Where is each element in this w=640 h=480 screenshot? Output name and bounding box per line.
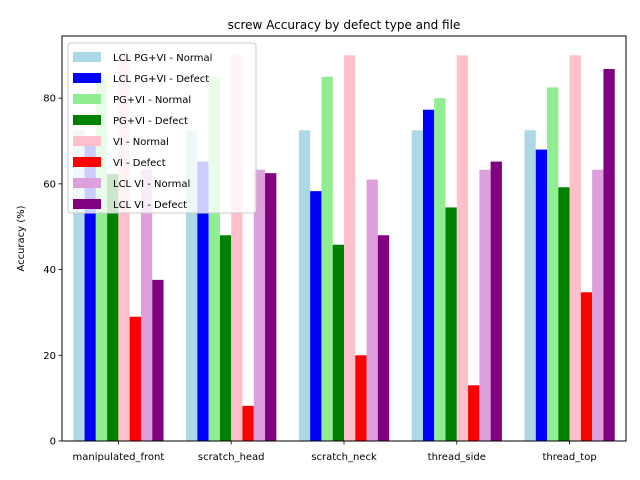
bar-2-0 xyxy=(95,76,108,441)
bar-5-0 xyxy=(129,316,141,441)
bar-1-4 xyxy=(535,149,548,442)
bar-4-0 xyxy=(118,55,130,442)
x-tick-label: thread_side xyxy=(428,452,486,463)
legend-swatch xyxy=(73,52,101,62)
bar-7-0 xyxy=(152,279,164,441)
y-tick-label: 20 xyxy=(43,351,56,362)
bar-5-4 xyxy=(580,292,593,441)
bar-3-0 xyxy=(107,174,119,441)
bar-0-2 xyxy=(298,130,311,442)
y-axis: 0 20 40 60 80 xyxy=(43,94,62,448)
bar-4-2 xyxy=(344,55,356,442)
bars-layer xyxy=(73,55,615,442)
legend-label: LCL VI - Defect xyxy=(113,200,187,211)
bar-4-3 xyxy=(456,55,469,442)
bar-1-0 xyxy=(84,143,96,441)
x-tick-label: thread_top xyxy=(543,452,597,463)
y-tick-label: 60 xyxy=(43,179,56,190)
bar-0-0 xyxy=(73,130,85,442)
bar-5-2 xyxy=(355,355,367,441)
legend-box xyxy=(67,42,257,214)
legend-swatch xyxy=(73,136,101,146)
legend-swatch xyxy=(73,115,101,125)
bar-7-2 xyxy=(377,235,390,441)
bar-7-3 xyxy=(490,161,502,442)
legend-label: VI - Normal xyxy=(113,137,169,148)
x-tick-label: manipulated_front xyxy=(73,452,165,463)
legend-label: VI - Defect xyxy=(113,158,166,169)
bar-1-3 xyxy=(422,109,435,441)
bar-0-3 xyxy=(411,130,423,442)
legend-swatch xyxy=(73,94,101,104)
x-axis: manipulated_front scratch_head scratch_nec… xyxy=(73,441,597,463)
y-tick-label: 40 xyxy=(43,265,56,276)
legend: LCL PG+VI - Normal LCL PG+VI - Defect PG+V… xyxy=(67,42,257,214)
bar-2-2 xyxy=(321,76,333,441)
bar-3-1 xyxy=(219,235,232,441)
y-axis-label: Accuracy (%) xyxy=(16,205,27,271)
bar-2-3 xyxy=(434,98,446,442)
chart-title: screw Accuracy by defect type and file xyxy=(228,18,461,32)
bar-6-1 xyxy=(253,169,266,441)
x-tick-label: scratch_head xyxy=(198,452,265,463)
legend-swatch xyxy=(73,157,101,167)
legend-label: LCL PG+VI - Normal xyxy=(113,53,212,64)
bar-0-1 xyxy=(186,130,198,442)
y-tick-label: 0 xyxy=(50,437,56,448)
legend-swatch xyxy=(73,73,101,83)
bar-3-4 xyxy=(558,187,570,441)
x-tick-label: scratch_neck xyxy=(311,452,377,463)
bar-1-1 xyxy=(197,161,209,442)
bar-4-1 xyxy=(231,55,243,442)
legend-label: LCL VI - Normal xyxy=(113,179,190,190)
bar-1-2 xyxy=(310,191,322,441)
legend-swatch xyxy=(73,178,101,188)
bar-2-4 xyxy=(547,87,559,441)
legend-label: PG+VI - Normal xyxy=(113,95,191,106)
bar-6-2 xyxy=(366,179,378,442)
bar-3-3 xyxy=(445,207,457,441)
bar-6-0 xyxy=(140,169,153,441)
legend-label: PG+VI - Defect xyxy=(113,116,188,127)
bar-4-4 xyxy=(569,55,581,442)
bar-0-4 xyxy=(524,130,536,442)
bar-6-3 xyxy=(479,169,491,441)
y-tick-label: 80 xyxy=(43,94,56,105)
bar-6-4 xyxy=(592,169,604,441)
bar-5-3 xyxy=(468,385,480,441)
bar-5-1 xyxy=(242,405,254,441)
bar-7-1 xyxy=(265,173,277,441)
legend-label: LCL PG+VI - Defect xyxy=(113,74,209,85)
bar-3-2 xyxy=(332,244,344,441)
bar-2-1 xyxy=(208,76,220,441)
bar-7-4 xyxy=(603,69,615,441)
legend-swatch xyxy=(73,199,101,209)
